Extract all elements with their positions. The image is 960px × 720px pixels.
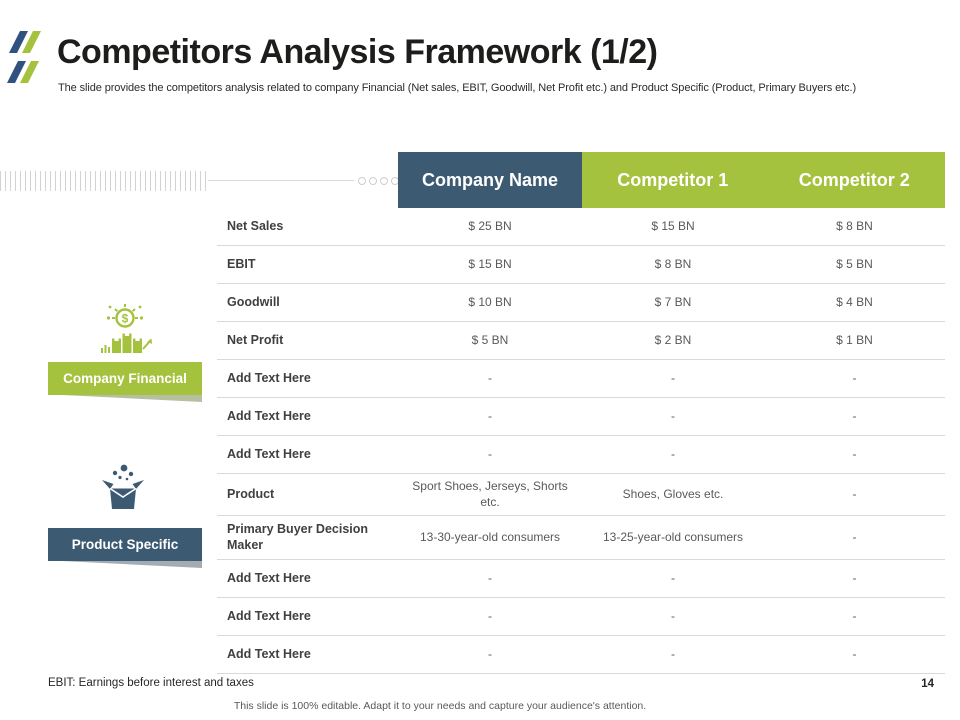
row-value: -	[852, 408, 857, 423]
row-value: $ 5 BN	[471, 332, 509, 347]
row-value: -	[488, 370, 492, 385]
table-row: Product Sport Shoes, Jerseys, Shorts etc.…	[217, 474, 945, 517]
row-label: Goodwill	[227, 294, 280, 309]
row-value: -	[852, 530, 857, 545]
page-title: Competitors Analysis Framework (1/2)	[57, 33, 658, 71]
product-specific-ribbon-fold	[62, 561, 202, 568]
row-value: $ 4 BN	[836, 294, 873, 309]
editable-note: This slide is 100% editable. Adapt it to…	[233, 700, 647, 712]
row-value: Shoes, Gloves etc.	[622, 486, 724, 501]
row-value: Sport Shoes, Jerseys, Shorts etc.	[412, 479, 568, 509]
row-value: -	[671, 370, 675, 385]
row-value: -	[852, 609, 857, 624]
row-value: -	[671, 609, 675, 624]
table-row: Net Profit $ 5 BN $ 2 BN $ 1 BN	[217, 322, 945, 360]
competitors-header-group: Competitor 1 Competitor 2	[582, 152, 945, 208]
row-value: -	[488, 647, 492, 662]
row-value: -	[671, 647, 675, 662]
row-value: -	[488, 609, 492, 624]
table-body: Net Sales $ 25 BN $ 15 BN $ 8 BN EBIT $ 15 BN…	[217, 208, 945, 675]
row-value: -	[852, 486, 857, 501]
row-value: $ 5 BN	[836, 256, 873, 271]
row-value: -	[671, 446, 675, 461]
row-value: -	[488, 446, 492, 461]
row-value: -	[852, 370, 857, 385]
company-logo-icon	[7, 31, 41, 83]
table-row: Add Text Here - - -	[217, 360, 945, 398]
row-label: Primary Buyer Decision Maker	[227, 522, 369, 552]
row-value: -	[852, 571, 857, 586]
row-label: Add Text Here	[227, 408, 311, 423]
row-label: EBIT	[227, 256, 256, 271]
table-header: Company Name Competitor 1 Competitor 2	[217, 152, 945, 208]
row-value: $ 7 BN	[654, 294, 692, 309]
column-header-company-name: Company Name	[398, 152, 582, 208]
comparison-table: Company Name Competitor 1 Competitor 2 N…	[217, 152, 945, 675]
row-value: -	[852, 647, 857, 662]
row-label: Net Profit	[227, 332, 284, 347]
table-row: EBIT $ 15 BN $ 8 BN $ 5 BN	[217, 246, 945, 284]
row-value: $ 8 BN	[654, 256, 692, 271]
column-header-competitor-2: Competitor 2	[798, 169, 910, 190]
table-row: Add Text Here - - -	[217, 598, 945, 637]
product-specific-label: Product Specific	[48, 528, 202, 561]
page-number: 14	[921, 678, 934, 690]
row-label: Add Text Here	[227, 571, 311, 586]
table-row: Goodwill $ 10 BN $ 7 BN $ 4 BN	[217, 284, 945, 322]
row-value: $ 2 BN	[654, 332, 692, 347]
page-subtitle: The slide provides the competitors analy…	[58, 82, 857, 94]
row-value: 13-25-year-old consumers	[602, 530, 744, 545]
column-header-competitor-1: Competitor 1	[617, 169, 729, 190]
decorative-ticks	[0, 171, 206, 191]
row-value: $ 8 BN	[836, 218, 873, 233]
row-value: -	[488, 571, 492, 586]
open-box-icon	[102, 464, 144, 509]
row-value: $ 25 BN	[468, 218, 512, 233]
table-row: Add Text Here - - -	[217, 636, 945, 675]
row-value: $ 15 BN	[651, 218, 695, 233]
decorative-line	[208, 180, 354, 181]
row-label: Net Sales	[227, 218, 284, 233]
ebit-footnote: EBIT: Earnings before interest and taxes	[48, 677, 254, 689]
row-label: Add Text Here	[227, 647, 311, 662]
company-financial-label: Company Financial	[48, 362, 202, 395]
row-value: -	[488, 408, 492, 423]
row-value: -	[671, 571, 675, 586]
row-value: $ 1 BN	[836, 332, 873, 347]
header-spacer	[217, 152, 398, 208]
table-row: Add Text Here - - -	[217, 398, 945, 436]
table-row: Add Text Here - - -	[217, 560, 945, 599]
table-row: Add Text Here - - -	[217, 436, 945, 474]
company-financial-ribbon-fold	[62, 395, 202, 402]
row-label: Product	[227, 486, 275, 501]
row-value: -	[671, 408, 675, 423]
row-value: $ 10 BN	[468, 294, 512, 309]
financial-growth-icon: $	[101, 304, 152, 353]
table-row: Net Sales $ 25 BN $ 15 BN $ 8 BN	[217, 208, 945, 246]
row-label: Add Text Here	[227, 446, 311, 461]
table-row: Primary Buyer Decision Maker 13-30-year-o…	[217, 516, 945, 561]
row-value: 13-30-year-old consumers	[419, 530, 561, 545]
row-value: -	[852, 446, 857, 461]
row-value: $ 15 BN	[468, 256, 512, 271]
svg-text:$: $	[122, 312, 129, 326]
row-label: Add Text Here	[227, 609, 311, 624]
row-label: Add Text Here	[227, 370, 311, 385]
